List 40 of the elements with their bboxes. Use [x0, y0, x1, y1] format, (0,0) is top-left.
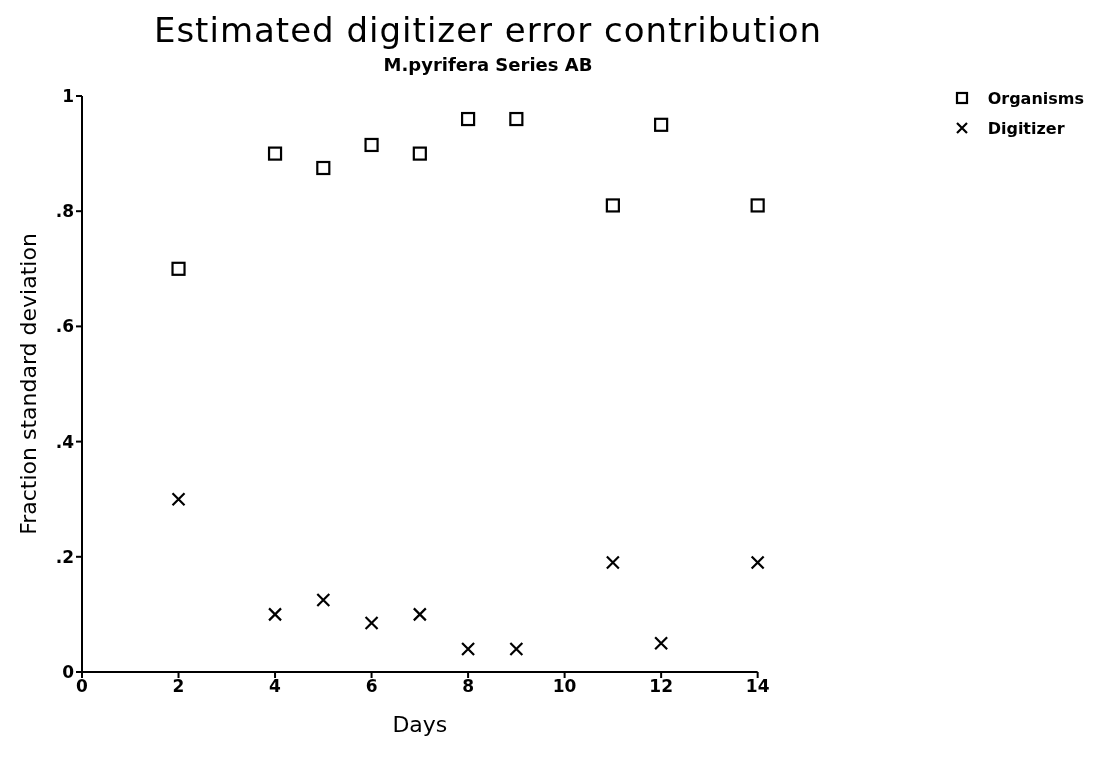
- point: [460, 641, 476, 657]
- point: [267, 607, 283, 622]
- x-tick-label: 6: [365, 676, 378, 697]
- y-axis-title: Fraction standard deviation: [15, 233, 41, 535]
- point: [605, 555, 620, 570]
- x-tick-label: 8: [462, 676, 475, 697]
- x-tick-label: 4: [269, 676, 282, 697]
- point: [509, 111, 524, 127]
- point: [316, 160, 331, 176]
- x-tick-label: 0: [76, 676, 89, 697]
- legend-label: Digitizer: [987, 118, 1065, 138]
- y-tick-label: .4: [55, 431, 75, 452]
- legend-label: Organisms: [987, 88, 1084, 108]
- point: [654, 636, 669, 651]
- point: [171, 261, 186, 276]
- chart-subtitle: M.pyrifera Series AB: [382, 54, 594, 75]
- x-tick-label: 10: [552, 676, 577, 697]
- point: [654, 117, 669, 132]
- y-tick-label: 0: [62, 662, 75, 683]
- chart-title: Estimated digitizer error contribution: [152, 10, 824, 50]
- y-tick-label: 1: [62, 86, 74, 107]
- point: [509, 641, 524, 657]
- point: [750, 198, 765, 213]
- x-tick-label: 14: [745, 676, 770, 697]
- point: [267, 146, 283, 161]
- point: [750, 555, 765, 570]
- point: [460, 111, 476, 127]
- y-tick-label: .8: [55, 201, 74, 222]
- point: [412, 607, 427, 622]
- point: [364, 137, 379, 153]
- point: [412, 146, 427, 161]
- point: [364, 615, 379, 631]
- point: [171, 492, 186, 507]
- x-axis-title: Days: [392, 712, 448, 737]
- point: [316, 592, 331, 608]
- y-tick-label: .2: [55, 546, 74, 567]
- x-tick-label: 12: [649, 676, 673, 697]
- point: [605, 198, 620, 213]
- x-tick-label: 2: [172, 676, 185, 697]
- y-tick-label: .6: [55, 316, 74, 337]
